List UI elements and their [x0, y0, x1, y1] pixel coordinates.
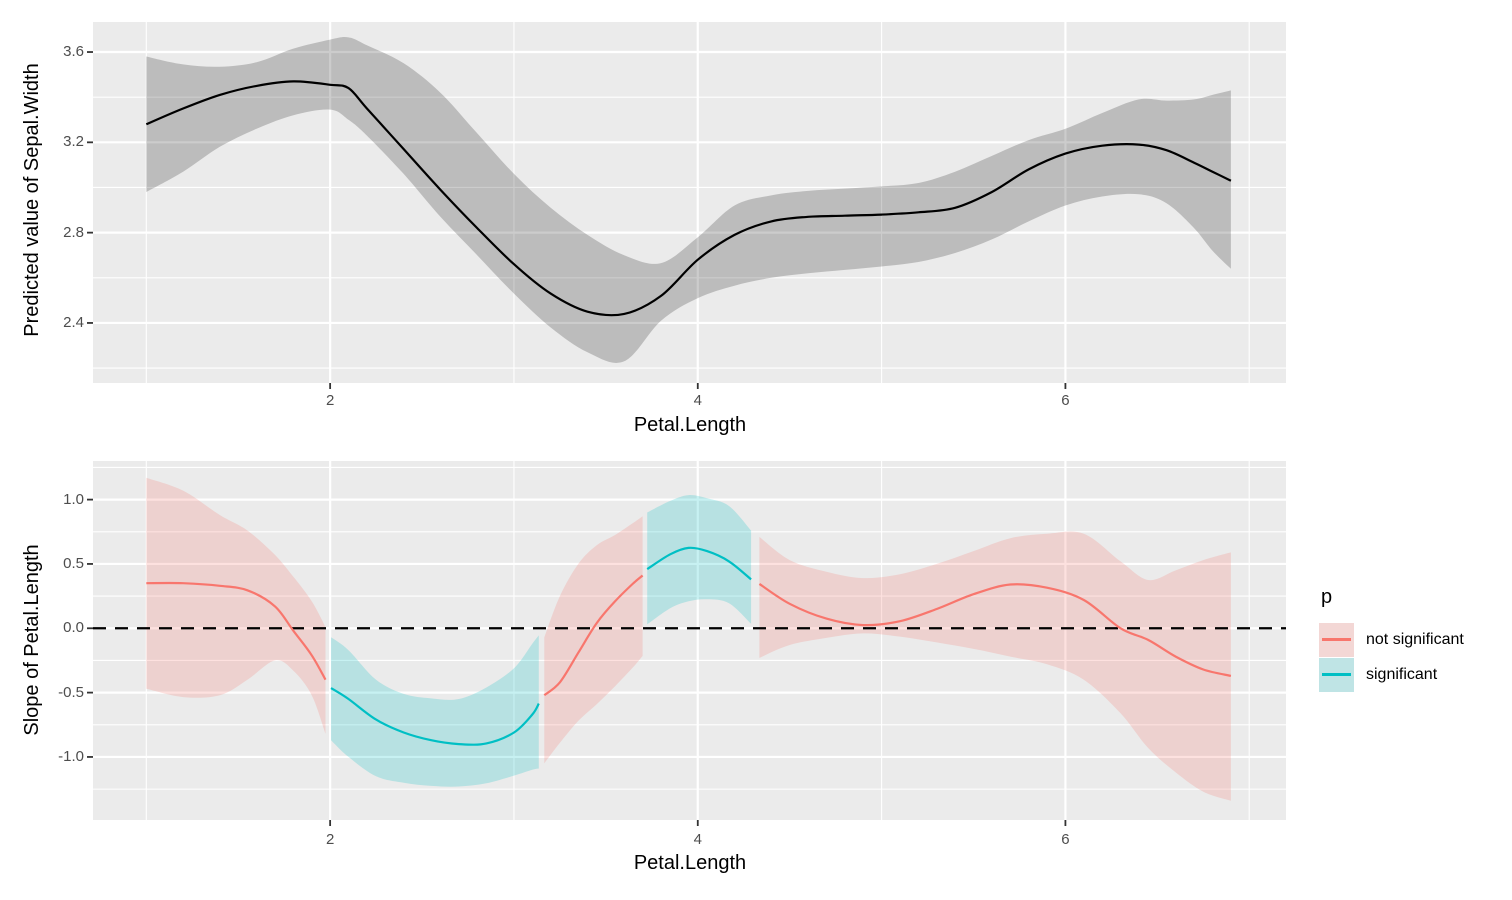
bottom-y-tick-label: -0.5: [58, 683, 84, 701]
bottom-x-tick-label: 4: [693, 831, 702, 848]
legend-item-label: not significant: [1366, 631, 1464, 648]
top-y-tick-label: 2.8: [63, 223, 84, 241]
top-y-tick-label: 3.6: [63, 43, 84, 61]
legend-key-line-significant: [1322, 673, 1351, 676]
bottom-y-tick-label: 1.0: [63, 490, 84, 508]
bottom-y-tick-label: 0.0: [63, 619, 84, 637]
legend-title: p: [1321, 586, 1333, 608]
bottom-y-tick-label: -1.0: [58, 747, 84, 765]
top-x-tick-label: 4: [693, 392, 702, 409]
bottom-x-axis-title: Petal.Length: [633, 852, 747, 874]
legend-item-label: significant: [1366, 666, 1438, 683]
bottom-y-tick-label: 0.5: [63, 554, 84, 572]
top-y-tick-label: 3.2: [63, 133, 84, 151]
top-x-tick-label: 2: [325, 392, 335, 409]
top-y-tick-label: 2.4: [63, 313, 84, 331]
legend-key-line-not-significant: [1322, 638, 1351, 641]
bottom-x-tick-label: 2: [325, 831, 335, 848]
bottom-x-tick-label: 6: [1061, 831, 1070, 848]
top-x-tick-label: 6: [1061, 392, 1070, 409]
top-x-axis-title: Petal.Length: [633, 414, 747, 436]
